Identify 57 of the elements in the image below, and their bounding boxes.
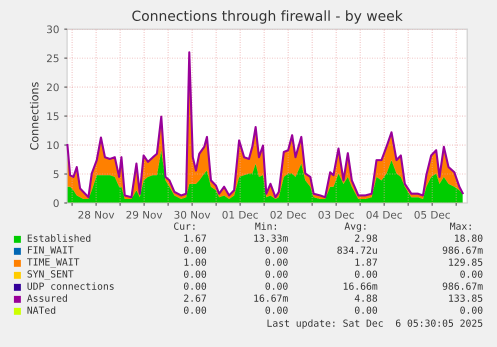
text: 133.85 (449, 294, 482, 302)
text: Max: (450, 222, 471, 230)
x-tick-label: 28 Nov (78, 210, 114, 219)
text: 0.00 (265, 282, 288, 290)
y-tick-label: 20 (46, 83, 59, 92)
legend-label: UDP connections (28, 282, 114, 290)
text: 834.72u (337, 246, 377, 254)
x-tick-label: 03 Dec (318, 210, 354, 219)
text: Last update: Sat Dec 6 05:30:05 2025 (268, 319, 482, 329)
y-axis-title: Connections (30, 82, 38, 150)
text: 0.00 (460, 270, 482, 278)
x-tick-label: 02 Dec (270, 210, 306, 219)
text: 2.98 (355, 234, 378, 242)
y-tick-label: 10 (47, 141, 59, 150)
text: 4.88 (354, 294, 378, 302)
text: 986.67m (442, 282, 483, 290)
legend-label: SYN_SENT (27, 270, 74, 280)
x-tick-label: 01 Dec (222, 210, 258, 219)
text: 13.33m (254, 234, 288, 242)
text: 1.00 (184, 258, 206, 266)
text: 0.00 (265, 246, 288, 254)
y-tick-label: 5 (54, 170, 59, 178)
legend-label: NATed (27, 306, 56, 314)
text: 0.00 (354, 270, 378, 278)
legend-label: Assured (27, 294, 67, 302)
text: 18.80 (454, 234, 482, 242)
text: 1.87 (355, 258, 377, 266)
text: 986.67m (442, 246, 483, 254)
text: 16.66m (344, 282, 378, 290)
y-tick-label: 0 (54, 199, 59, 208)
text: Min: (255, 222, 276, 230)
legend-label: TIME_WAIT (27, 258, 80, 268)
text: 0.00 (184, 270, 206, 278)
text: 0.00 (184, 246, 206, 254)
text: 16.67m (254, 294, 288, 302)
text: 2.67 (184, 294, 206, 302)
text: 1.67 (184, 234, 206, 242)
text: 0.00 (184, 306, 206, 314)
chart-title: Connections through firewall - by week (132, 10, 403, 24)
x-tick-label: 30 Nov (174, 210, 210, 219)
y-tick-label: 15 (47, 112, 59, 120)
text: 129.85 (449, 258, 482, 266)
y-tick-label: 30 (46, 25, 59, 34)
text: 0.00 (184, 282, 206, 290)
text: 0.00 (354, 306, 378, 314)
y-tick-label: 25 (46, 54, 59, 62)
text: 0.00 (460, 306, 482, 314)
text: 0.00 (265, 270, 288, 278)
legend-label: Established (28, 234, 90, 242)
text: 0.00 (265, 306, 288, 314)
legend-label: FIN_WAIT (28, 246, 74, 256)
x-tick-label: 04 Dec (366, 210, 402, 219)
x-tick-label: 05 Dec (414, 210, 450, 219)
text: 0.00 (265, 258, 288, 266)
x-tick-label: 29 Nov (126, 210, 162, 219)
text: Cur: (174, 222, 194, 230)
text: Avg: (344, 222, 366, 232)
